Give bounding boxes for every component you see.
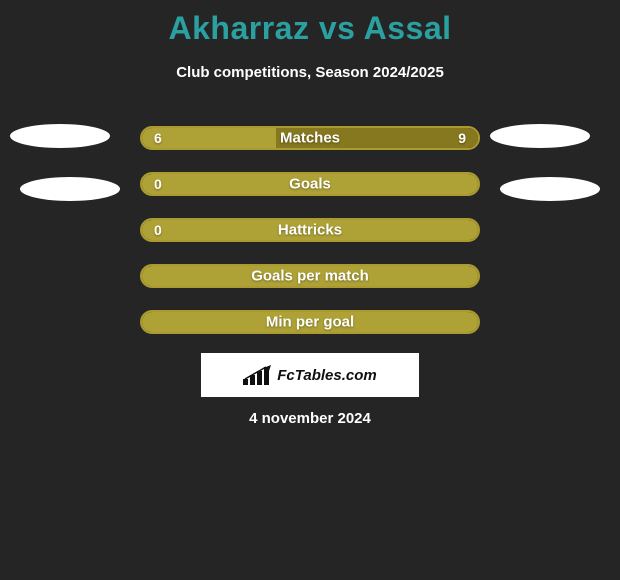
logo-box: FcTables.com (201, 353, 419, 397)
stat-bar-value-left: 0 (154, 222, 162, 238)
stat-bar-value-right: 9 (458, 130, 466, 146)
stat-bar-value-left: 0 (154, 176, 162, 192)
stat-bar-fill-left (142, 128, 276, 148)
subtitle: Club competitions, Season 2024/2025 (0, 64, 620, 81)
stat-bar-fill-left (142, 220, 478, 240)
date-text: 4 november 2024 (0, 410, 620, 427)
stat-bar: Matches69 (140, 126, 480, 150)
player-marker-ellipse (20, 177, 120, 201)
stat-bar: Hattricks0 (140, 218, 480, 242)
stat-bar-fill-left (142, 266, 478, 286)
stat-bar-fill-right (276, 128, 478, 148)
comparison-card: Akharraz vs Assal Club competitions, Sea… (0, 0, 620, 580)
player-marker-ellipse (490, 124, 590, 148)
logo-text: FcTables.com (277, 367, 376, 384)
stat-bar-fill-left (142, 174, 478, 194)
stat-bar: Min per goal (140, 310, 480, 334)
player-marker-ellipse (10, 124, 110, 148)
fctables-bars-icon (243, 365, 271, 385)
stat-bar: Goals0 (140, 172, 480, 196)
page-title: Akharraz vs Assal (0, 10, 620, 47)
stat-bar-value-left: 6 (154, 130, 162, 146)
player-marker-ellipse (500, 177, 600, 201)
stat-bar: Goals per match (140, 264, 480, 288)
stat-bar-fill-left (142, 312, 478, 332)
